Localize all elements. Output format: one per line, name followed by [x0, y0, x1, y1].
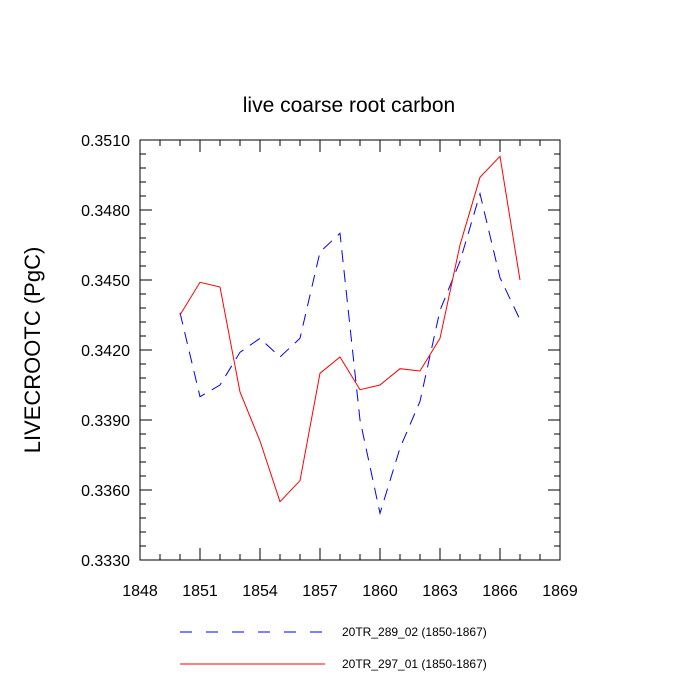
x-tick-label: 1851 [182, 583, 218, 600]
x-tick-label: 1854 [242, 583, 278, 600]
y-tick-label: 0.3480 [81, 203, 130, 220]
y-tick-label: 0.3360 [81, 483, 130, 500]
chart-title: live coarse root carbon [243, 94, 455, 117]
x-tick-label: 1869 [542, 583, 578, 600]
axis-ticks [139, 139, 561, 561]
x-tick-label: 1863 [422, 583, 458, 600]
y-axis-label: LIVECROOTC (PgC) [20, 247, 45, 454]
y-tick-label: 0.3390 [81, 413, 130, 430]
x-tick-label: 1857 [302, 583, 338, 600]
series-layer [179, 155, 521, 516]
x-tick-label: 1860 [362, 583, 398, 600]
legend: 20TR_289_02 (1850-1867) 20TR_297_01 (1850… [180, 625, 487, 671]
tick-labels: 1848 1851 1854 1857 1860 1863 1866 1869 0.3330 0.… [81, 133, 578, 600]
y-tick-label: 0.3420 [81, 343, 130, 360]
series-line-1 [179, 191, 521, 516]
y-tick-label: 0.3510 [81, 133, 130, 150]
series-line-2 [179, 155, 521, 503]
legend-label-1: 20TR_289_02 (1850-1867) [342, 625, 487, 639]
y-tick-label: 0.3450 [81, 273, 130, 290]
legend-label-2: 20TR_297_01 (1850-1867) [342, 657, 487, 671]
x-tick-label: 1848 [122, 583, 158, 600]
y-tick-label: 0.3330 [81, 553, 130, 570]
x-tick-label: 1866 [482, 583, 518, 600]
plot-frame [139, 139, 561, 561]
